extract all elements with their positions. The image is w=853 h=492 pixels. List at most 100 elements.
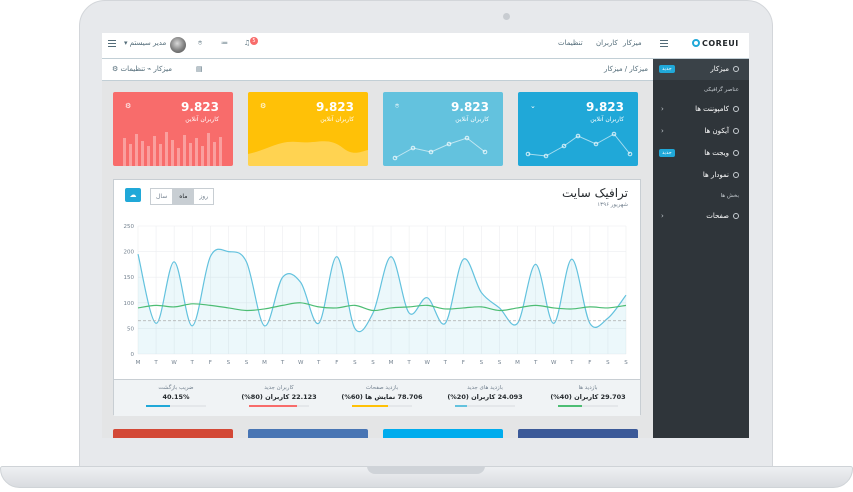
period-month[interactable]: ماه (173, 188, 194, 205)
sidebar-section2-title: بخش ها (720, 193, 739, 199)
social-card (248, 429, 368, 438)
user-dropdown[interactable]: ▾ مدیر سیستم (124, 39, 167, 47)
dashboard-action-label: میزکار (153, 65, 173, 73)
y-tick-label: 50 (127, 326, 134, 332)
nav-users[interactable]: کاربران (596, 39, 618, 47)
dashboard-action[interactable]: ⌁ میزکار (147, 65, 173, 73)
series-area-series-1 (138, 249, 626, 354)
sidebar-item-pages[interactable]: صفحات (706, 212, 739, 220)
x-tick-label: T (190, 360, 195, 366)
settings-action[interactable]: ⚙ تنظیمات (112, 65, 146, 73)
x-tick-label: T (569, 360, 574, 366)
settings-action-label: تنظیمات (120, 65, 146, 73)
x-tick-label: F (335, 360, 338, 366)
series-line-series-1 (137, 248, 627, 333)
logo-icon (692, 39, 700, 47)
cloud-download-button[interactable]: ☁ (125, 188, 141, 202)
avatar[interactable] (170, 37, 186, 53)
notification-badge: 5 (250, 37, 258, 45)
x-tick-label: S (371, 360, 375, 366)
stat-card-red: ⚙ 9.823 کاربران آنلاین (113, 92, 233, 166)
x-tick-label: T (316, 360, 321, 366)
nav-settings[interactable]: تنظیمات (558, 39, 583, 47)
traffic-card: ترافیک سایت شهریور ۱۳۹۶ ☁ سال ماه روز 25… (113, 179, 641, 416)
user-name: مدیر سیستم (129, 39, 167, 47)
camera (503, 13, 510, 20)
legend-progress (146, 405, 206, 407)
card-label: کاربران آنلاین (320, 116, 354, 123)
period-year[interactable]: سال (150, 188, 174, 205)
x-tick-label: M (515, 360, 520, 366)
legend-visits: بازدید ها 29.703 کاربران (40%) (538, 385, 638, 407)
x-tick-label: F (462, 360, 465, 366)
x-tick-label: F (209, 360, 212, 366)
card-line-sparkline (525, 131, 633, 159)
location-icon[interactable]: ⌾ (198, 39, 203, 47)
y-tick-label: 200 (124, 250, 135, 256)
card-bar-sparkline (123, 132, 222, 166)
calculator-icon (733, 150, 739, 156)
screen: ▾ مدیر سیستم ⌾ ≔ ♫ 5 تنظیمات کاربران میز… (102, 33, 749, 438)
legend-pageviews: بازدید صفحات 78.706 نمایش ها (60%) (332, 385, 432, 407)
x-tick-label: T (280, 360, 285, 366)
gear-icon[interactable]: ⚙ (125, 102, 132, 110)
speedometer-icon (733, 66, 739, 72)
sidebar-item-dashboard[interactable] (653, 59, 749, 80)
list-icon[interactable]: ≔ (221, 39, 228, 47)
sidebar-item-charts[interactable]: نمودار ها (703, 171, 739, 179)
sidebar-item-icons[interactable]: آیکون ها (704, 127, 739, 135)
breadcrumb-link[interactable]: میزکار (604, 65, 623, 73)
laptop-notch (367, 466, 485, 474)
pie-chart-icon (733, 172, 739, 178)
breadcrumb-current: میزکار (629, 65, 648, 73)
legend-progress (558, 405, 618, 407)
traffic-subtitle: شهریور ۱۳۹۶ (597, 202, 628, 208)
legend-value: 40.15% (162, 393, 190, 401)
legend-new-visits: بازدید های جدید 24.093 کاربران (20%) (435, 385, 535, 407)
x-tick-label: M (262, 360, 267, 366)
chat-icon[interactable]: ▤ (196, 65, 203, 73)
sidebar-item-widgets[interactable]: ویجت ها (704, 149, 739, 157)
legend-title: بازدید صفحات (365, 385, 399, 391)
chevron-left-icon: ‹ (661, 105, 664, 113)
card-area-sparkline (248, 141, 368, 166)
legend-progress (249, 405, 309, 407)
x-tick-label: S (624, 360, 628, 366)
legend-title: کاربران جدید (264, 385, 294, 391)
sidebar-section-title: عناصر گرافیکی (703, 87, 739, 93)
star-icon (733, 128, 739, 134)
social-card (113, 429, 233, 438)
x-tick-label: W (551, 360, 557, 366)
card-line-sparkline (392, 135, 488, 161)
legend-progress (455, 405, 515, 407)
sidebar-dashboard-label[interactable]: میزکار (710, 65, 739, 73)
legend-value: 78.706 نمایش ها (60%) (341, 393, 423, 401)
stat-card-lightblue: ⌾ 9.823 کاربران آنلاین (383, 92, 503, 166)
x-tick-label: S (245, 360, 249, 366)
sidebar-toggle-icon[interactable] (660, 40, 668, 47)
widgets-badge: جدید (659, 149, 675, 157)
menu-icon[interactable] (108, 40, 116, 47)
nav-dashboard[interactable]: میزکار (623, 39, 642, 47)
legend-title: بازدید های جدید (467, 385, 503, 391)
sidebar: میزکار جدید عناصر گرافیکی کامپوننت ها ‹ … (653, 59, 749, 438)
legend-bounce: ضریب بازگشت 40.15% (126, 385, 226, 407)
chevron-down-icon[interactable]: ⌄ (530, 102, 536, 110)
stat-card-yellow: ⚙ 9.823 کاربران آنلاین (248, 92, 368, 166)
legend-new-users: کاربران جدید 22.123 کاربران (80%) (229, 385, 329, 407)
gear-icon[interactable]: ⚙ (260, 102, 267, 110)
stat-card-blue: ⌄ 9.823 کاربران آنلاین (518, 92, 638, 166)
period-day[interactable]: روز (193, 188, 215, 205)
x-tick-label: M (389, 360, 394, 366)
social-card (383, 429, 503, 438)
social-card (518, 429, 638, 438)
logo[interactable]: COREUI (692, 39, 739, 48)
location-icon[interactable]: ⌾ (395, 102, 400, 110)
x-tick-label: S (353, 360, 357, 366)
x-tick-label: S (606, 360, 610, 366)
x-tick-label: W (171, 360, 177, 366)
bell-icon[interactable]: ♫ (244, 39, 251, 47)
legend-value: 22.123 کاربران (80%) (241, 393, 317, 401)
sidebar-item-components[interactable]: کامپوننت ها (695, 105, 739, 113)
